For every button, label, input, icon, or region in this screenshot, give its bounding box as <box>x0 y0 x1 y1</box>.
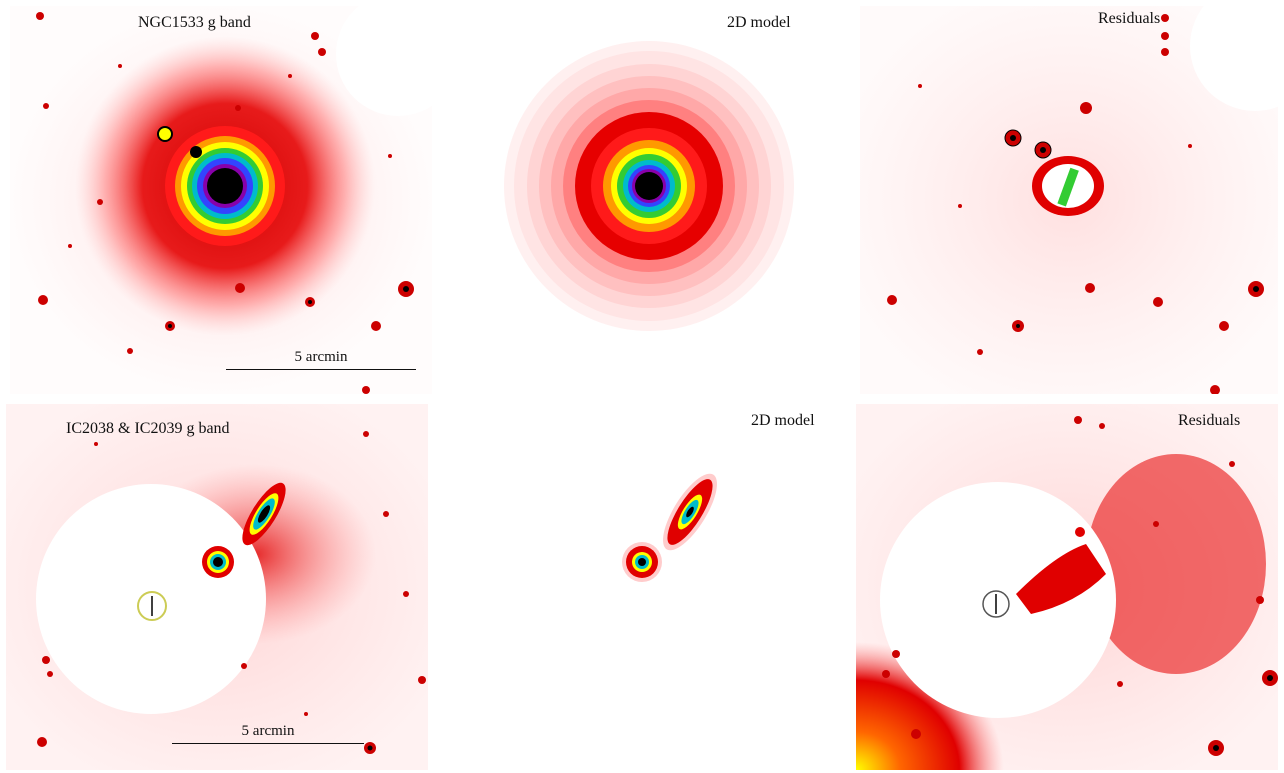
ngc1533-model-title: 2D model <box>727 14 791 31</box>
ngc1533-image <box>10 6 432 394</box>
ngc1533-residuals-image <box>860 6 1278 394</box>
ic2038-title: IC2038 & IC2039 g band <box>66 420 230 437</box>
ngc1533-scalebar: 5 arcmin <box>226 342 416 370</box>
ngc1533-model-image <box>504 41 794 331</box>
ngc1533-scalebar-label: 5 arcmin <box>294 349 348 365</box>
ic2038-model-title: 2D model <box>751 412 815 429</box>
panel-ic2038-observed: IC2038 & IC2039 g band 5 arcmin <box>6 404 428 770</box>
panel-ngc1533-model: 2D model <box>437 6 847 394</box>
panel-ic2038-residuals: Residuals <box>856 404 1278 770</box>
scalebar-line <box>172 743 364 744</box>
ic2038-scalebar: 5 arcmin <box>172 716 364 744</box>
ic2038-model-image <box>622 473 717 582</box>
scalebar-line <box>226 369 416 370</box>
panel-ngc1533-observed: NGC1533 g band 5 arcmin <box>10 6 432 394</box>
ic2038-image <box>6 404 428 770</box>
ic2038-residuals-image <box>856 404 1278 770</box>
panel-ic2038-model: 2D model <box>437 404 847 770</box>
ic2038-scalebar-label: 5 arcmin <box>241 723 295 739</box>
ngc1533-residuals-title: Residuals <box>1098 10 1161 27</box>
panel-ngc1533-residuals: Residuals <box>860 6 1278 394</box>
ngc1533-title: NGC1533 g band <box>138 14 251 31</box>
ic2038-residuals-title: Residuals <box>1178 412 1241 429</box>
